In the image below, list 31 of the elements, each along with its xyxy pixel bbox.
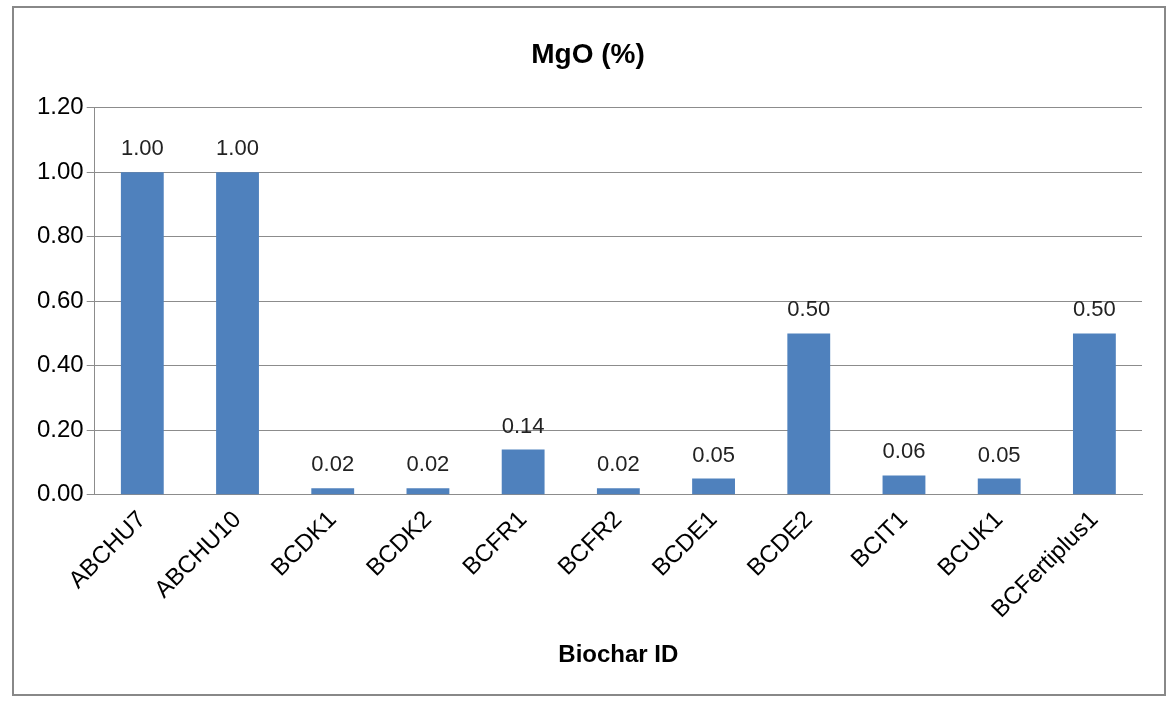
y-tick-label: 0.80 (36, 221, 84, 249)
data-label: 0.05 (977, 441, 1021, 467)
bar (501, 449, 545, 495)
data-label: 0.50 (1072, 296, 1116, 322)
y-tick-label: 1.20 (36, 92, 84, 120)
bar (1072, 333, 1116, 495)
bar (216, 172, 259, 495)
bar (406, 488, 450, 495)
data-label: 1.00 (216, 135, 259, 161)
chart-title: MgO (%) (531, 37, 645, 69)
bar (692, 478, 735, 495)
y-tick-label: 1.00 (36, 156, 84, 184)
data-label: 0.02 (406, 451, 450, 477)
data-label: 0.06 (882, 438, 926, 464)
y-tick-label: 0.60 (36, 285, 84, 313)
bar (977, 478, 1021, 495)
x-axis-title: Biochar ID (558, 640, 679, 668)
y-tick-label: 0.20 (36, 414, 84, 442)
data-label: 0.02 (596, 451, 640, 477)
y-tick-label: 0.40 (36, 350, 84, 378)
y-tick-label: 0.00 (36, 479, 84, 507)
bar (882, 475, 926, 495)
bar (120, 172, 164, 495)
bar (311, 488, 355, 495)
data-label: 0.14 (501, 412, 545, 438)
bar (596, 488, 640, 495)
data-label: 0.02 (311, 451, 355, 477)
data-label: 1.00 (120, 135, 164, 161)
data-label: 0.50 (787, 296, 831, 322)
bar (787, 333, 831, 495)
data-label: 0.05 (692, 441, 735, 467)
